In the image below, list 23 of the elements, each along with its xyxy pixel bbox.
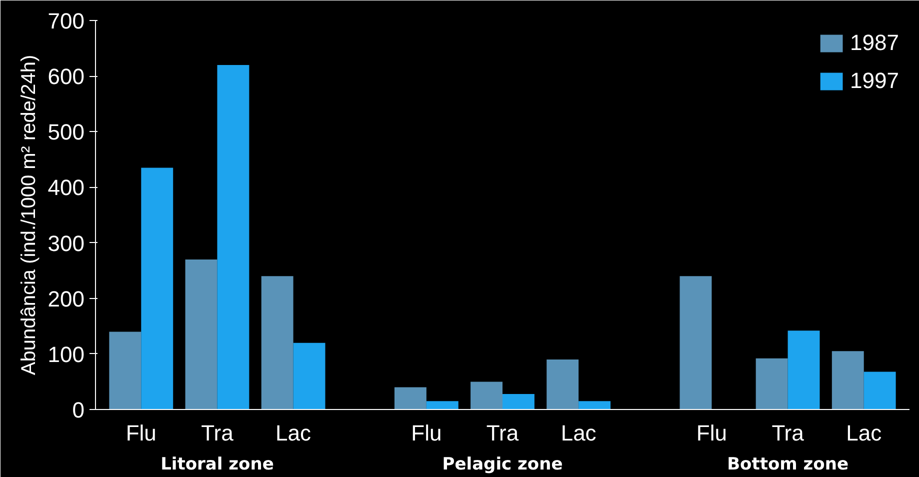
y-tick-label: 500	[48, 120, 85, 145]
x-tick-label: Flu	[411, 420, 442, 446]
y-tick-label: 0	[72, 398, 85, 422]
x-tick-label: Flu	[696, 420, 727, 446]
y-tick-label: 700	[48, 8, 85, 34]
text: Pelagic zone	[442, 454, 563, 474]
x-tick-label: Tra	[772, 420, 805, 446]
x-tick-label: Tra	[486, 420, 520, 446]
text: Bottom zone	[727, 454, 848, 474]
x-tick-label: Lac	[276, 420, 312, 446]
y-tick-label: 100	[48, 342, 85, 367]
y-tick-label: 200	[48, 286, 85, 312]
legend-label: 1987	[850, 30, 899, 56]
text: Litoral zone	[160, 454, 274, 474]
legend-label: 1997	[850, 68, 899, 94]
y-tick-label: 300	[48, 230, 85, 256]
x-tick-label: Flu	[126, 420, 156, 446]
y-axis-title: Abundância (ind./1000 m² rede/24h)	[18, 54, 40, 376]
y-tick-label: 600	[48, 64, 85, 90]
x-tick-label: Lac	[846, 420, 882, 446]
y-tick-label: 400	[48, 175, 85, 200]
x-tick-label: Lac	[560, 420, 596, 446]
x-tick-label: Tra	[201, 420, 234, 446]
